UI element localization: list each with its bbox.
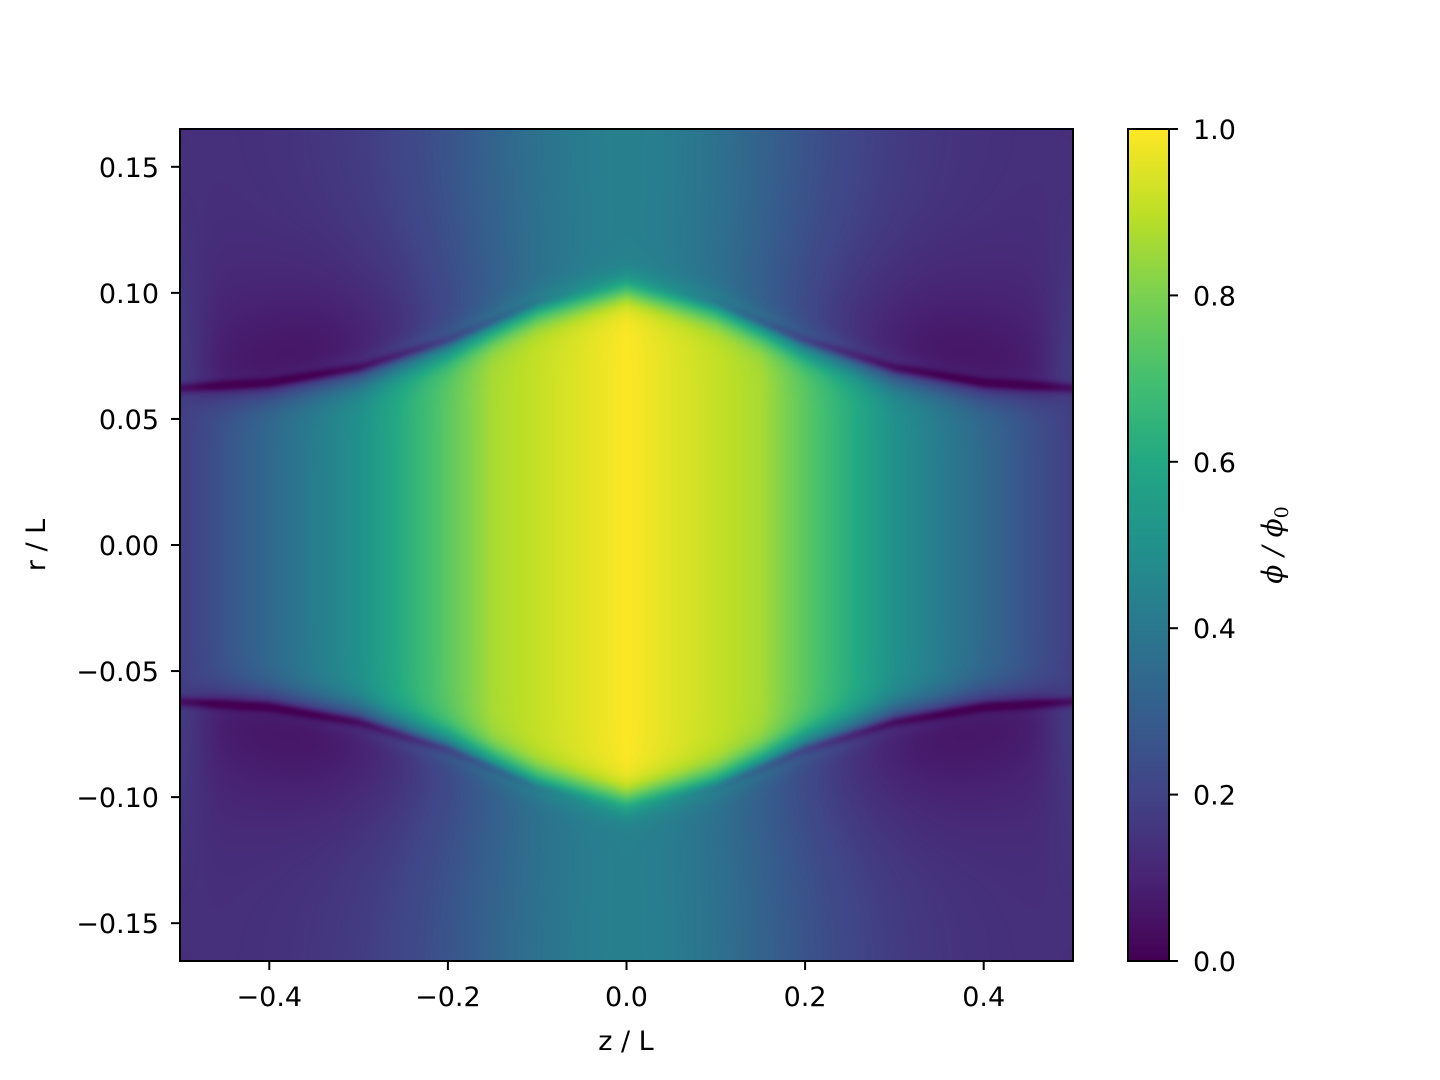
- y-tick-label: −0.10: [76, 783, 159, 814]
- colorbar-gradient: [1128, 129, 1169, 961]
- colorbar-tick-label: 0.0: [1193, 947, 1236, 978]
- y-axis-ticks: 0.15 0.10 0.05 0.00 −0.05 −0.10 −0.15: [76, 153, 180, 940]
- x-tick-label: 0.2: [784, 982, 827, 1013]
- colorbar-tick-label: 0.6: [1193, 448, 1236, 479]
- colorbar-tick-label: 0.8: [1193, 281, 1236, 312]
- heatmap-image: [180, 129, 1073, 961]
- y-tick-label: 0.10: [99, 279, 159, 310]
- y-tick-label: −0.05: [76, 657, 159, 688]
- x-tick-label: −0.2: [415, 982, 481, 1013]
- y-tick-label: 0.00: [99, 531, 159, 562]
- y-tick-label: 0.05: [99, 405, 159, 436]
- y-tick-label: 0.15: [99, 153, 159, 184]
- colorbar-ticks: 0.0 0.2 0.4 0.6 0.8 1.0: [1169, 115, 1236, 978]
- colorbar-tick-label: 1.0: [1193, 115, 1236, 146]
- colorbar-frame: [1127, 128, 1170, 962]
- x-tick-label: 0.4: [962, 982, 1005, 1013]
- x-axis-ticks: −0.4 −0.2 0.0 0.2 0.4: [237, 961, 1005, 1013]
- colorbar-tick-label: 0.4: [1193, 614, 1236, 645]
- x-tick-label: −0.4: [237, 982, 303, 1013]
- colorbar-label: ϕ / ϕ0: [1256, 506, 1293, 584]
- x-tick-label: 0.0: [605, 982, 648, 1013]
- colorbar-tick-label: 0.2: [1193, 781, 1236, 812]
- y-tick-label: −0.15: [76, 909, 159, 940]
- y-axis-label: r / L: [21, 519, 52, 571]
- x-axis-label: z / L: [598, 1026, 653, 1057]
